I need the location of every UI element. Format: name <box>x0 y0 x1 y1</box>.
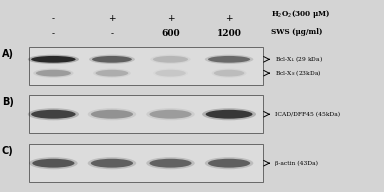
Text: 600: 600 <box>161 29 180 38</box>
Ellipse shape <box>146 157 195 169</box>
Bar <box>29 47 263 85</box>
Text: ICAD/DFF45 (45kDa): ICAD/DFF45 (45kDa) <box>275 112 340 117</box>
Ellipse shape <box>96 70 128 77</box>
Ellipse shape <box>28 108 79 120</box>
Ellipse shape <box>208 159 250 168</box>
Text: Bcl-X$_S$ (23kDa): Bcl-X$_S$ (23kDa) <box>275 68 321 78</box>
Ellipse shape <box>149 159 192 168</box>
Text: SWS (μg/ml): SWS (μg/ml) <box>271 28 322 36</box>
Ellipse shape <box>88 157 136 169</box>
Text: A): A) <box>2 49 14 59</box>
Text: β-actin (43Da): β-actin (43Da) <box>275 161 318 166</box>
Ellipse shape <box>92 56 132 63</box>
Bar <box>29 95 263 133</box>
Ellipse shape <box>29 157 78 169</box>
Text: H$_2$O$_2$(300 μM): H$_2$O$_2$(300 μM) <box>271 8 330 20</box>
Ellipse shape <box>149 110 192 119</box>
Text: -: - <box>111 29 113 38</box>
Ellipse shape <box>89 55 135 64</box>
Ellipse shape <box>31 56 76 63</box>
Ellipse shape <box>214 70 244 77</box>
Ellipse shape <box>36 70 71 77</box>
Ellipse shape <box>32 159 74 168</box>
Ellipse shape <box>146 108 195 120</box>
Text: +: + <box>167 14 174 23</box>
Text: B): B) <box>2 97 14 107</box>
Text: -: - <box>52 14 55 23</box>
Ellipse shape <box>33 69 74 78</box>
Ellipse shape <box>206 110 253 119</box>
Text: +: + <box>225 14 233 23</box>
Ellipse shape <box>31 110 76 119</box>
Ellipse shape <box>93 69 131 78</box>
Text: -: - <box>52 29 55 38</box>
Ellipse shape <box>155 70 186 77</box>
Text: +: + <box>108 14 116 23</box>
Ellipse shape <box>91 159 133 168</box>
Text: 1200: 1200 <box>217 29 242 38</box>
Ellipse shape <box>202 108 256 120</box>
Bar <box>29 144 263 182</box>
Ellipse shape <box>153 56 188 63</box>
Ellipse shape <box>91 110 133 119</box>
Text: C): C) <box>2 146 14 156</box>
Ellipse shape <box>28 55 79 64</box>
Ellipse shape <box>205 55 253 64</box>
Ellipse shape <box>88 108 136 120</box>
Text: Bcl-X$_L$ (29 kDa): Bcl-X$_L$ (29 kDa) <box>275 54 323 64</box>
Ellipse shape <box>208 56 250 63</box>
Ellipse shape <box>205 157 253 169</box>
